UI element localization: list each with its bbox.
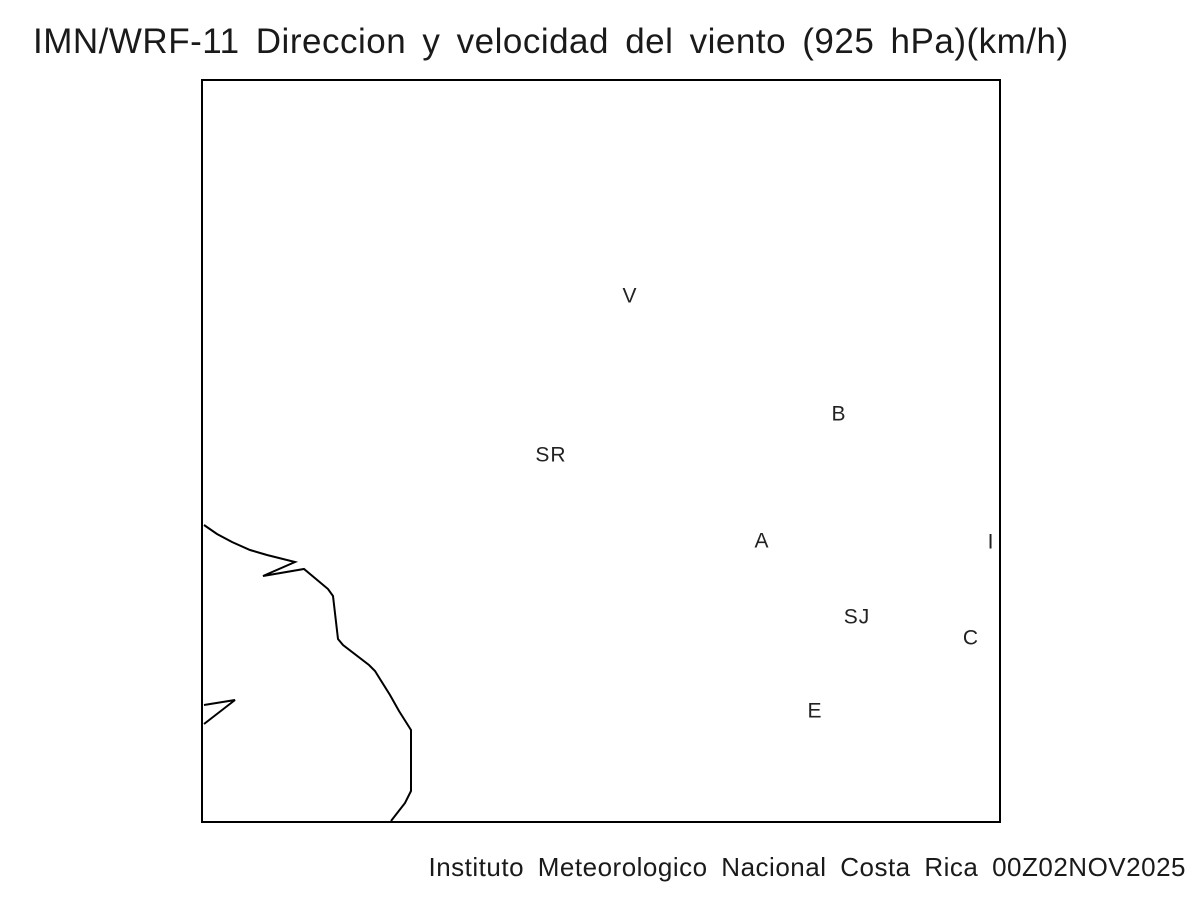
station-label-sj: SJ (843, 605, 871, 629)
attribution-timestamp: Instituto Meteorologico Nacional Costa R… (428, 852, 1186, 882)
station-label-sr: SR (535, 443, 567, 467)
station-label-e: E (807, 699, 823, 723)
inlet-wedge-path (203, 699, 236, 725)
page-title: IMN/WRF-11 Direccion y velocidad del vie… (33, 22, 1069, 61)
map-plot-area: V B SR A I SJ C E (201, 79, 1001, 823)
station-label-c: C (962, 626, 980, 650)
station-label-i: I (987, 530, 995, 554)
station-label-a: A (754, 529, 770, 553)
station-label-v: V (622, 284, 638, 308)
station-label-b: B (831, 402, 847, 426)
coastline-layer (203, 524, 412, 821)
pacific-coast-path (203, 524, 412, 821)
